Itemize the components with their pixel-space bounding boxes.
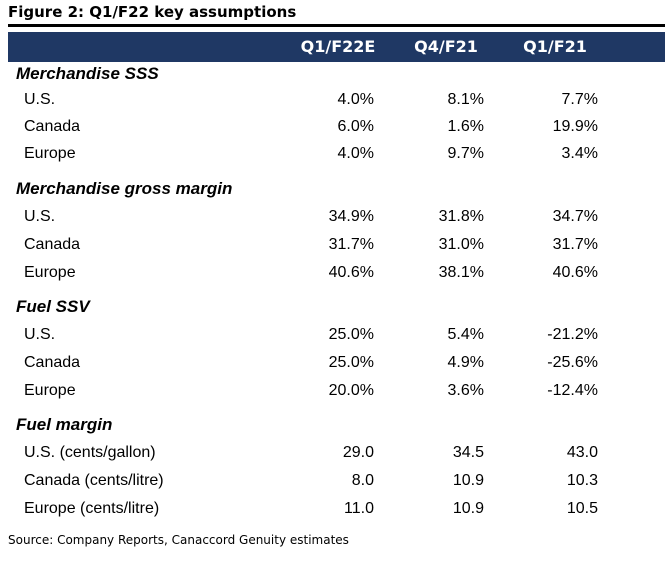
table-cell: 40.6%	[328, 264, 374, 281]
row-label: Canada	[24, 118, 81, 135]
table-cell: 34.7%	[552, 208, 598, 225]
table-cell: 9.7%	[447, 145, 484, 162]
table-cell: 10.5	[566, 500, 598, 517]
section-heading: Fuel SSV	[16, 297, 90, 316]
table-cell: 31.7%	[552, 236, 598, 253]
title-rule	[8, 24, 665, 27]
figure-title: Figure 2: Q1/F22 key assumptions	[8, 3, 297, 21]
section-heading: Merchandise gross margin	[16, 179, 233, 198]
table-cell: 25.0%	[328, 326, 374, 343]
table-cell: 5.4%	[447, 326, 484, 343]
table-cell: 10.3	[566, 472, 598, 489]
table-cell: 6.0%	[337, 118, 374, 135]
row-label: U.S.	[24, 326, 56, 343]
table-cell: -12.4%	[547, 382, 598, 399]
table-header: Q1/F22E Q4/F21 Q1/F21	[8, 32, 665, 62]
row-label: Canada	[24, 354, 81, 371]
table-cell: 34.9%	[328, 208, 374, 225]
column-header-q1-f21: Q1/F21	[523, 37, 587, 56]
table-cell: 1.6%	[447, 118, 484, 135]
table-cell: 40.6%	[552, 264, 598, 281]
table-cell: -21.2%	[547, 326, 598, 343]
table-cell: 19.9%	[552, 118, 598, 135]
table-cell: 20.0%	[328, 382, 374, 399]
table-cell: 31.0%	[438, 236, 484, 253]
row-label: Canada (cents/litre)	[24, 472, 164, 489]
table-cell: 31.8%	[438, 208, 484, 225]
table-cell: 10.9	[452, 472, 484, 489]
row-label: U.S.	[24, 91, 56, 108]
table-cell: 4.9%	[447, 354, 484, 371]
table-cell: 3.6%	[447, 382, 484, 399]
table-cell: 4.0%	[337, 91, 374, 108]
table-cell: 31.7%	[328, 236, 374, 253]
table-cell: 10.9	[452, 500, 484, 517]
source-note: Source: Company Reports, Canaccord Genui…	[8, 533, 349, 547]
row-label: Europe (cents/litre)	[24, 500, 160, 517]
table-cell: 8.0	[351, 472, 374, 489]
table-cell: 8.1%	[447, 91, 484, 108]
section-heading: Merchandise SSS	[16, 64, 159, 83]
table-cell: 25.0%	[328, 354, 374, 371]
row-label: U.S. (cents/gallon)	[24, 444, 156, 461]
table-cell: 43.0	[566, 444, 598, 461]
table-cell: 11.0	[344, 500, 374, 517]
row-label: Canada	[24, 236, 81, 253]
table-cell: 3.4%	[561, 145, 598, 162]
column-header-q1-f22e: Q1/F22E	[300, 37, 376, 56]
table-cell: -25.6%	[547, 354, 598, 371]
section-heading: Fuel margin	[16, 415, 113, 434]
row-label: Europe	[24, 382, 76, 399]
table-cell: 38.1%	[438, 264, 484, 281]
table-cell: 34.5	[452, 444, 484, 461]
table-cell: 4.0%	[337, 145, 374, 162]
column-header-q4-f21: Q4/F21	[414, 37, 478, 56]
row-label: Europe	[24, 264, 76, 281]
row-label: U.S.	[24, 208, 56, 225]
table-cell: 7.7%	[561, 91, 598, 108]
table-cell: 29.0	[342, 444, 374, 461]
row-label: Europe	[24, 145, 76, 162]
